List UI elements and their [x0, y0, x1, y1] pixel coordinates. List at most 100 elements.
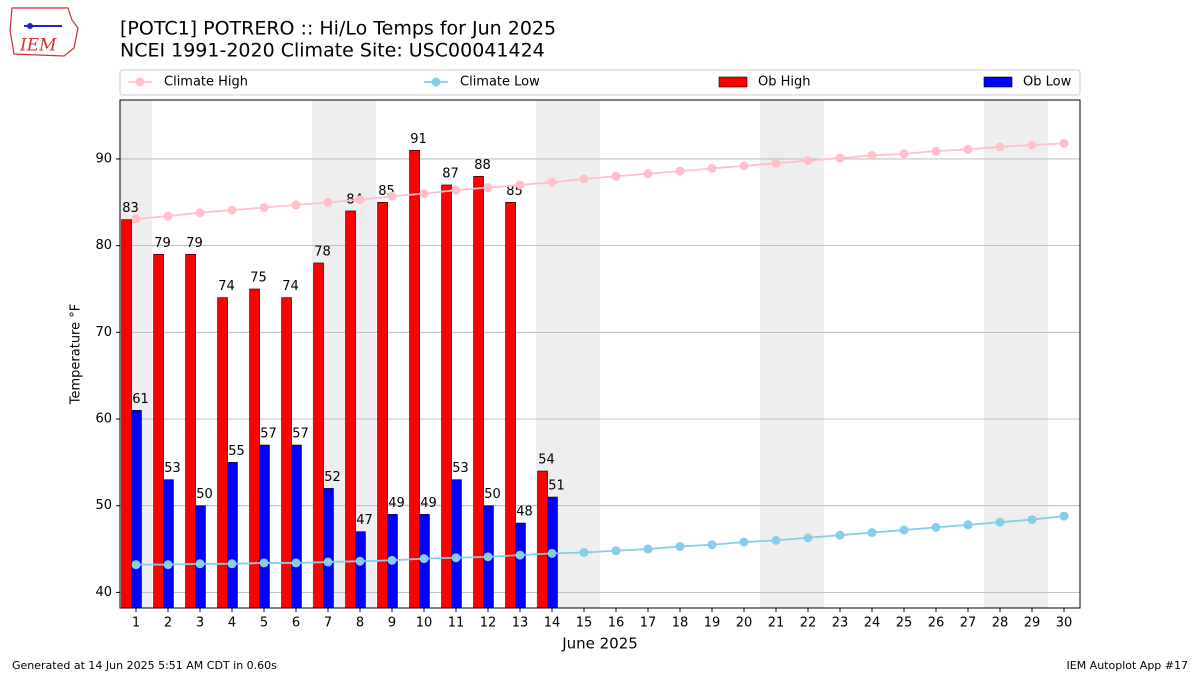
x-tick-label: 8: [356, 616, 364, 631]
x-tick-label: 19: [704, 616, 721, 631]
point: [1059, 138, 1069, 148]
data-label: 51: [548, 479, 565, 494]
point: [419, 189, 429, 199]
point: [195, 559, 205, 569]
point: [259, 202, 269, 212]
x-tick-label: 24: [864, 616, 881, 631]
point: [451, 553, 461, 563]
point: [675, 541, 685, 551]
bar: [473, 175, 484, 609]
data-label: 48: [516, 505, 533, 520]
point: [515, 180, 525, 190]
x-tick-label: 12: [480, 616, 497, 631]
point: [835, 153, 845, 163]
point: [355, 195, 365, 205]
point: [227, 205, 237, 215]
x-tick-label: 27: [960, 616, 977, 631]
bar: [249, 288, 260, 609]
y-tick-label: 70: [95, 325, 112, 340]
point: [163, 560, 173, 570]
bar: [217, 297, 228, 609]
bar: [153, 254, 164, 609]
y-tick-label: 90: [95, 151, 112, 166]
data-label: 50: [196, 487, 213, 502]
point: [739, 161, 749, 171]
data-label: 53: [164, 461, 181, 476]
weekend-shade: [760, 100, 824, 608]
bar: [451, 479, 462, 609]
x-tick-label: 9: [388, 616, 396, 631]
footer-left: Generated at 14 Jun 2025 5:51 AM CDT in …: [12, 659, 277, 672]
point: [771, 158, 781, 168]
point: [547, 548, 557, 558]
legend-swatch: [718, 76, 748, 88]
point: [867, 150, 877, 160]
data-label: 50: [484, 487, 501, 502]
point: [387, 191, 397, 201]
point: [227, 559, 237, 569]
y-tick-label: 60: [95, 412, 112, 427]
data-label: 74: [282, 279, 299, 294]
y-tick-label: 40: [95, 585, 112, 600]
data-label: 61: [132, 392, 149, 407]
bar: [345, 210, 356, 609]
data-label: 88: [474, 158, 491, 173]
data-label: 54: [538, 453, 555, 468]
x-tick-label: 28: [992, 616, 1009, 631]
x-tick-label: 21: [768, 616, 785, 631]
point: [835, 530, 845, 540]
legend-label: Ob High: [758, 75, 811, 90]
point: [611, 546, 621, 556]
line: [135, 142, 1065, 220]
data-label: 57: [292, 427, 309, 442]
point: [515, 550, 525, 560]
data-label: 53: [452, 461, 469, 476]
data-label: 74: [218, 279, 235, 294]
bar: [185, 254, 196, 609]
x-tick-label: 29: [1024, 616, 1041, 631]
bar: [537, 470, 548, 609]
point: [771, 535, 781, 545]
point: [643, 544, 653, 554]
point: [611, 171, 621, 181]
data-label: 87: [442, 166, 459, 181]
point: [419, 554, 429, 564]
point: [707, 540, 717, 550]
point: [1027, 515, 1037, 525]
data-label: 79: [154, 236, 171, 251]
bar: [441, 184, 452, 609]
data-label: 91: [410, 132, 427, 147]
point: [803, 533, 813, 543]
point: [483, 552, 493, 562]
x-tick-label: 18: [672, 616, 689, 631]
bar: [227, 462, 238, 609]
legend-marker: [431, 77, 441, 87]
x-tick-label: 30: [1056, 616, 1073, 631]
point: [963, 520, 973, 530]
data-label: 52: [324, 470, 341, 485]
logo: IEM: [9, 7, 79, 57]
x-tick-label: 11: [448, 616, 465, 631]
point: [803, 156, 813, 166]
bar: [323, 488, 334, 609]
logo-text: IEM: [19, 36, 57, 56]
point: [259, 558, 269, 568]
point: [1059, 511, 1069, 521]
point: [323, 557, 333, 567]
footer-right: IEM Autoplot App #17: [1067, 659, 1189, 672]
bar: [195, 505, 206, 609]
point: [707, 163, 717, 173]
bar: [281, 297, 292, 609]
bar: [121, 219, 132, 609]
bar: [163, 479, 174, 609]
y-tick-label: 50: [95, 498, 112, 513]
point: [675, 166, 685, 176]
point: [195, 208, 205, 218]
legend-marker: [135, 77, 145, 87]
point: [931, 522, 941, 532]
data-label: 49: [388, 496, 405, 511]
x-tick-label: 26: [928, 616, 945, 631]
point: [1027, 140, 1037, 150]
bar: [505, 201, 516, 609]
